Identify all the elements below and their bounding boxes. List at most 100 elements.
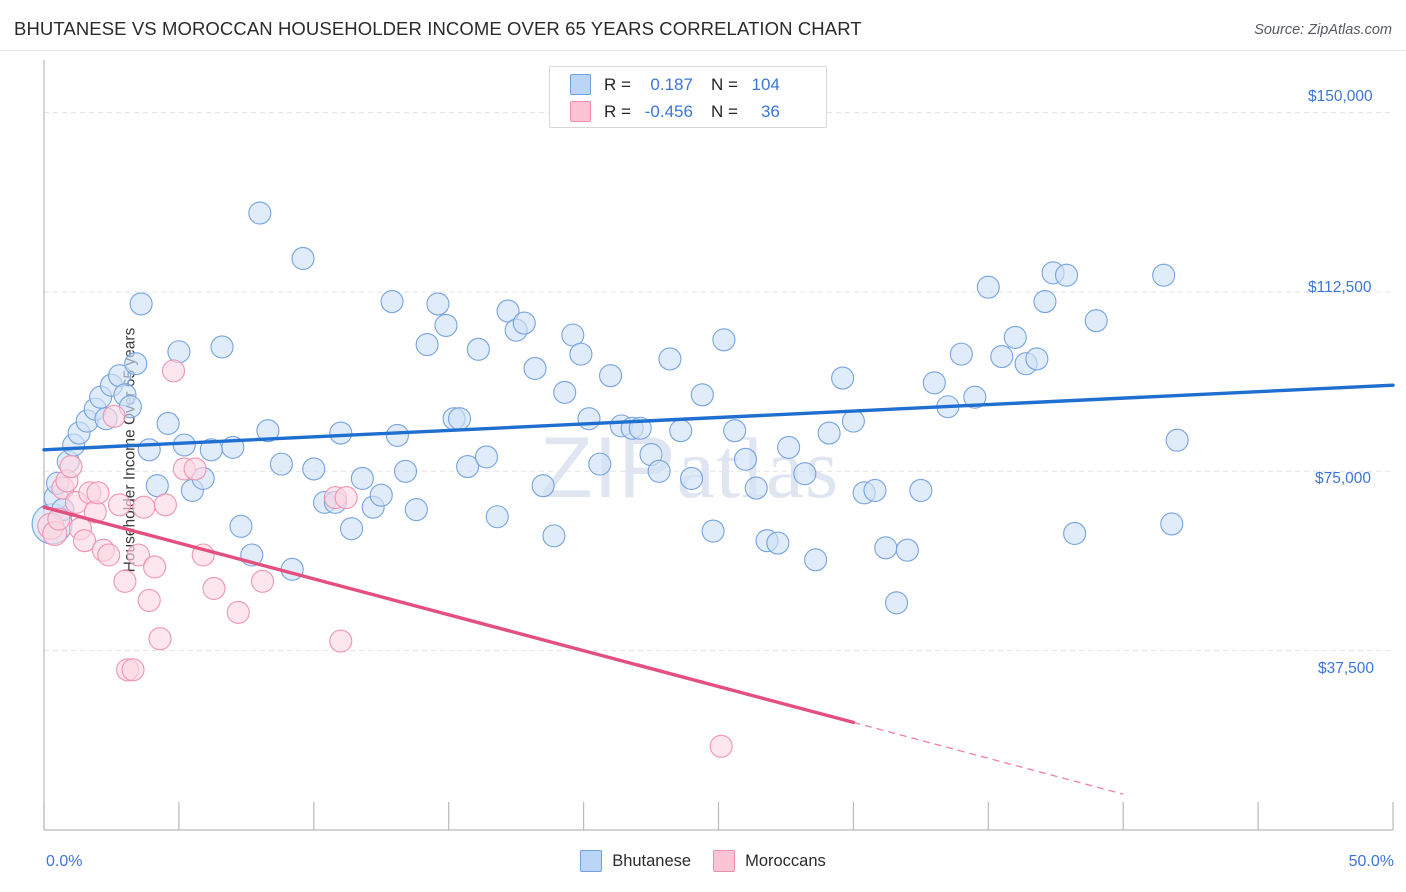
data-point: [895, 538, 919, 562]
data-point: [226, 600, 250, 624]
legend-label-moroccans: Moroccans: [745, 851, 826, 870]
legend-item-moroccans[interactable]: Moroccans: [713, 850, 826, 872]
data-point: [733, 447, 758, 471]
data-point: [148, 627, 172, 651]
data-point: [512, 311, 536, 335]
trendline-moroccans: [42, 505, 856, 725]
data-point: [340, 517, 364, 541]
data-point: [291, 246, 315, 271]
y-tick-label-150000: $150,000: [1308, 88, 1373, 105]
data-point: [723, 419, 747, 443]
data-point: [922, 371, 946, 395]
data-point: [976, 275, 1000, 299]
stats-r-label-moroccans: R =: [604, 101, 631, 121]
data-point: [350, 466, 374, 491]
data-point: [229, 514, 253, 538]
data-point: [466, 337, 490, 361]
data-point: [588, 452, 612, 476]
stats-n-value-bhutanese: 104: [751, 74, 780, 94]
data-point: [107, 493, 132, 517]
page-title: BHUTANESE VS MOROCCAN HOUSEHOLDER INCOME…: [14, 18, 862, 39]
legend-swatch-moroccans: [713, 850, 736, 872]
stats-n-value-moroccans: 36: [760, 101, 780, 121]
data-point: [1003, 325, 1027, 349]
data-point: [380, 289, 404, 314]
stats-swatch-moroccans: [570, 101, 591, 122]
data-point: [669, 419, 693, 443]
data-point: [334, 486, 358, 510]
data-point: [577, 407, 601, 431]
data-point: [121, 658, 145, 682]
data-point: [183, 457, 207, 481]
data-point: [766, 531, 790, 555]
data-point: [963, 385, 987, 409]
data-point: [1160, 512, 1184, 536]
data-point: [86, 481, 110, 505]
data-point: [949, 342, 973, 366]
data-point: [817, 421, 841, 445]
data-point: [143, 555, 167, 579]
data-point: [124, 352, 148, 376]
x-axis-min-label: 0.0%: [46, 853, 83, 870]
data-point: [863, 478, 887, 502]
data-point: [113, 569, 137, 593]
stats-r-value-moroccans: -0.456: [644, 101, 693, 121]
y-tick-label-112500: $112,500: [1308, 279, 1372, 296]
trendline-bhutanese: [42, 383, 1395, 452]
data-point: [804, 548, 828, 572]
data-point: [302, 457, 326, 481]
data-point: [485, 505, 509, 529]
y-tick-label-75000: $75,000: [1315, 470, 1372, 487]
chart-legend: Bhutanese Moroccans: [0, 850, 1406, 872]
data-point: [831, 366, 855, 390]
data-point: [679, 466, 704, 491]
data-point: [156, 411, 180, 436]
data-point: [256, 419, 280, 443]
header-divider: [0, 50, 1406, 51]
data-point: [690, 383, 714, 407]
data-point: [990, 344, 1014, 369]
source-attribution: Source: ZipAtlas.com: [1254, 22, 1392, 38]
data-point: [167, 340, 191, 364]
x-axis-max-label: 50.0%: [1348, 853, 1394, 870]
stats-n-label-bhutanese: N =: [710, 74, 738, 94]
data-point: [153, 493, 177, 517]
data-point: [1165, 428, 1189, 452]
data-point: [248, 201, 272, 225]
data-point: [72, 529, 97, 553]
data-point: [129, 292, 153, 316]
trendline-extension-moroccans: [853, 721, 1124, 795]
stats-n-label-moroccans: N =: [710, 101, 738, 121]
data-point: [474, 445, 499, 469]
data-point: [1063, 521, 1087, 546]
data-point: [1152, 263, 1176, 287]
data-point: [161, 359, 186, 383]
data-point: [658, 347, 682, 371]
data-point: [909, 478, 933, 502]
data-point: [1084, 309, 1108, 333]
data-point: [59, 454, 83, 479]
legend-item-bhutanese[interactable]: Bhutanese: [580, 850, 691, 872]
data-point: [329, 629, 353, 653]
data-point: [369, 483, 393, 507]
correlation-stats-box: R = 0.187 N = 104 R = -0.456 N = 36: [549, 66, 827, 128]
data-point: [385, 423, 409, 447]
stats-swatch-bhutanese: [570, 74, 591, 95]
data-point: [569, 342, 593, 366]
data-point: [841, 409, 865, 433]
data-point: [1033, 289, 1057, 314]
data-point: [97, 543, 121, 567]
data-point: [599, 364, 623, 388]
data-point: [712, 328, 736, 352]
data-point: [250, 569, 275, 593]
data-point: [426, 292, 450, 316]
stats-row-bhutanese: R = 0.187 N = 104: [550, 71, 828, 98]
data-point: [531, 474, 555, 498]
legend-label-bhutanese: Bhutanese: [612, 851, 692, 870]
data-point: [523, 356, 547, 381]
data-point: [874, 536, 898, 560]
data-point: [132, 495, 156, 519]
data-point: [269, 452, 293, 476]
legend-swatch-bhutanese: [580, 850, 603, 872]
